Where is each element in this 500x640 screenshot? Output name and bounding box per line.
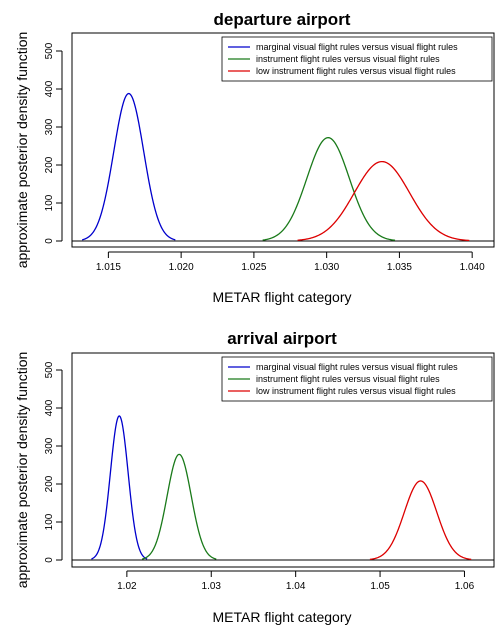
y-tick-label: 100 (44, 194, 55, 211)
legend-label-lifr: low instrument flight rules versus visua… (256, 66, 456, 76)
legend-box (221, 36, 493, 82)
legend-label-mvfr: marginal visual flight rules versus visu… (256, 42, 458, 52)
chart-title: arrival airport (227, 329, 337, 348)
x-tick-label: 1.015 (96, 262, 121, 273)
y-axis-label: approximate posterior density function (14, 32, 30, 269)
legend-label-ifr: instrument flight rules versus visual fl… (256, 374, 440, 384)
curve-lifr (297, 160, 470, 242)
y-axis: 0 100 200 300 400 500 (44, 361, 63, 563)
x-axis: 1.02 1.03 1.04 1.05 1.06 (117, 570, 475, 592)
y-tick-label: 0 (44, 557, 55, 563)
y-tick-label: 200 (44, 475, 55, 492)
plot-frame (71, 352, 495, 568)
departure-panel: departure airport 0 100 200 300 400 500 1.015… (14, 10, 495, 305)
x-axis-label: METAR flight category (212, 609, 351, 625)
curve-mvfr (82, 92, 176, 241)
legend: marginal visual flight rules versus visu… (221, 36, 493, 82)
y-tick-label: 500 (44, 42, 55, 59)
plot-frame (71, 32, 495, 248)
x-axis: 1.015 1.020 1.025 1.030 1.035 1.040 (96, 251, 485, 273)
x-tick-label: 1.030 (314, 262, 339, 273)
y-tick-label: 300 (44, 118, 55, 135)
y-tick-label: 400 (44, 399, 55, 416)
x-tick-label: 1.05 (370, 581, 390, 592)
x-axis-label: METAR flight category (212, 289, 351, 305)
x-tick-label: 1.06 (455, 581, 475, 592)
density-curves (91, 415, 472, 561)
y-tick-label: 500 (44, 361, 55, 378)
density-curves (82, 92, 470, 242)
y-axis-label: approximate posterior density function (14, 352, 30, 589)
x-tick-label: 1.035 (387, 262, 412, 273)
curve-ifr (141, 453, 217, 560)
curve-mvfr (91, 415, 148, 560)
x-tick-label: 1.04 (286, 581, 306, 592)
y-tick-label: 0 (44, 238, 55, 244)
y-tick-label: 200 (44, 156, 55, 173)
legend-label-mvfr: marginal visual flight rules versus visu… (256, 362, 458, 372)
x-tick-label: 1.03 (202, 581, 222, 592)
legend-box (221, 356, 493, 402)
curve-ifr (262, 136, 396, 241)
x-tick-label: 1.02 (117, 581, 137, 592)
y-tick-label: 400 (44, 80, 55, 97)
x-tick-label: 1.020 (169, 262, 194, 273)
curve-lifr (369, 480, 472, 561)
legend: marginal visual flight rules versus visu… (221, 356, 493, 402)
legend-label-ifr: instrument flight rules versus visual fl… (256, 54, 440, 64)
chart-title: departure airport (214, 10, 351, 29)
x-tick-label: 1.025 (241, 262, 266, 273)
y-tick-label: 100 (44, 513, 55, 530)
y-axis: 0 100 200 300 400 500 (44, 42, 63, 244)
legend-label-lifr: low instrument flight rules versus visua… (256, 386, 456, 396)
x-tick-label: 1.040 (460, 262, 485, 273)
y-tick-label: 300 (44, 437, 55, 454)
